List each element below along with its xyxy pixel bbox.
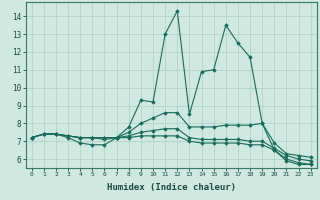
X-axis label: Humidex (Indice chaleur): Humidex (Indice chaleur) — [107, 183, 236, 192]
